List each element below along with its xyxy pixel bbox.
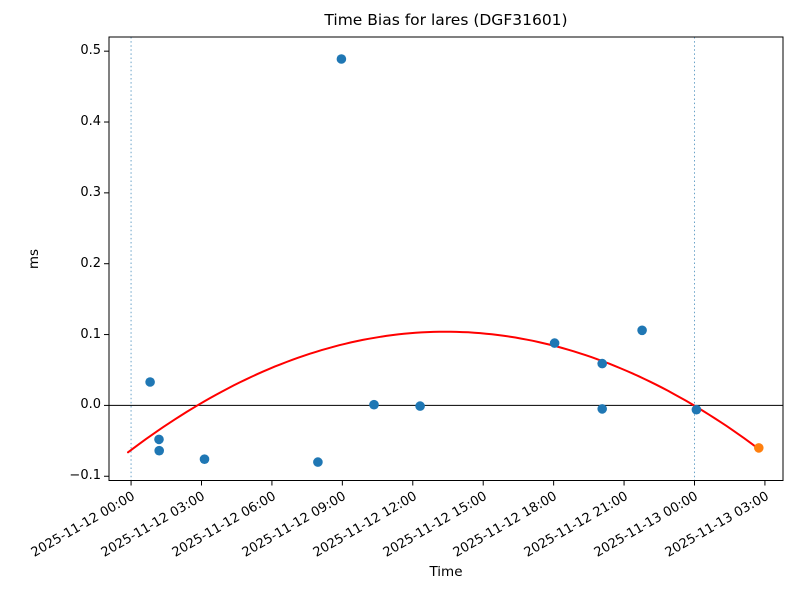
data-point [691, 404, 702, 415]
y-tick-label: 0.0 [80, 397, 101, 413]
y-tick-label: 0.3 [80, 184, 101, 200]
axes-spines [108, 36, 784, 481]
chart-title: Time Bias for lares (DGF31601) [324, 11, 568, 29]
y-tick-label: −0.1 [69, 468, 101, 484]
y-tick-label: 0.4 [80, 114, 101, 130]
data-point [549, 338, 560, 348]
data-point [754, 443, 764, 453]
data-point [597, 358, 607, 369]
data-point [154, 445, 164, 456]
y-tick-label: 0.5 [80, 43, 101, 59]
y-tick-label: 0.1 [80, 326, 101, 342]
data-point [313, 457, 323, 467]
data-point [154, 434, 164, 445]
data-point [336, 54, 347, 64]
data-point [597, 404, 607, 414]
data-point [145, 377, 155, 387]
data-point [637, 325, 647, 336]
data-point [199, 454, 210, 465]
data-point [369, 399, 379, 410]
data-point [415, 401, 425, 411]
x-axis-label: Time [429, 564, 463, 580]
y-tick-label: 0.2 [80, 255, 101, 271]
fit-curve [127, 330, 760, 454]
